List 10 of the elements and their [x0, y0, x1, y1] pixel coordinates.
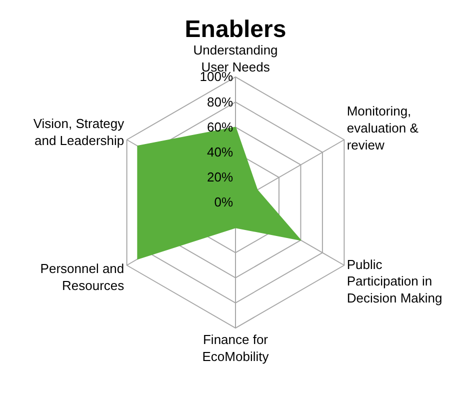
spoke-label: Finance for EcoMobility	[202, 332, 270, 364]
y-tick-label: 40%	[207, 144, 234, 160]
chart-title: Enablers	[184, 16, 286, 44]
y-tick-label: 0%	[214, 194, 234, 210]
spoke-label: Public Participation in Decision Making	[346, 256, 442, 306]
spoke-label: Personnel and Resources	[40, 261, 125, 293]
spoke-label: Vision, Strategy and Leadership	[33, 116, 125, 148]
y-tick-label: 20%	[207, 170, 234, 185]
y-tick-label: 80%	[207, 94, 234, 110]
spoke-label: Monitoring, evaluation & review	[346, 103, 419, 152]
